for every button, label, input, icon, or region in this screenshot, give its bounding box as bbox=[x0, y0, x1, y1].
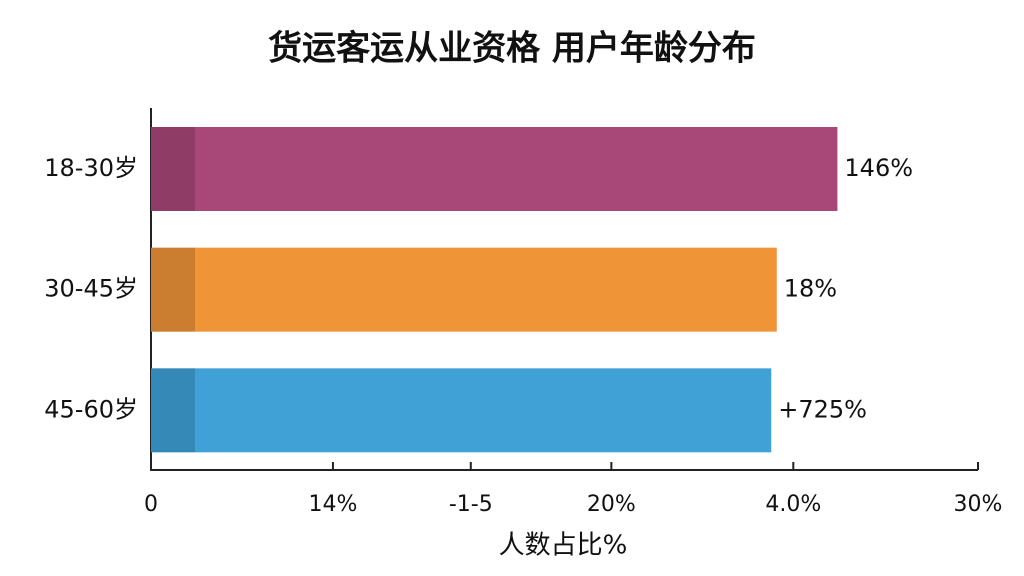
value-label: +725% bbox=[778, 395, 867, 423]
x-tick-label: 4.0% bbox=[765, 492, 821, 517]
value-label: 18% bbox=[784, 275, 837, 303]
bar bbox=[151, 127, 838, 211]
x-axis-label: 人数占比% bbox=[499, 531, 628, 561]
bar-shade bbox=[151, 247, 195, 332]
x-tick-label: 20% bbox=[587, 492, 636, 517]
bar-shade bbox=[151, 368, 195, 453]
x-tick-label: 14% bbox=[308, 492, 357, 517]
bar bbox=[151, 368, 772, 453]
value-label: 146% bbox=[844, 154, 913, 182]
category-label: 18-30岁 bbox=[44, 154, 138, 182]
category-label: 45-60岁 bbox=[44, 395, 138, 423]
x-tick-label: 30% bbox=[954, 492, 1003, 517]
category-label: 30-45岁 bbox=[44, 275, 138, 303]
x-tick-label: -1-5 bbox=[449, 492, 493, 517]
bar-shade bbox=[151, 127, 195, 211]
chart-title: 货运客运从业资格 用户年龄分布 bbox=[268, 29, 756, 69]
x-tick-label: 0 bbox=[144, 492, 158, 517]
bar bbox=[151, 247, 777, 332]
